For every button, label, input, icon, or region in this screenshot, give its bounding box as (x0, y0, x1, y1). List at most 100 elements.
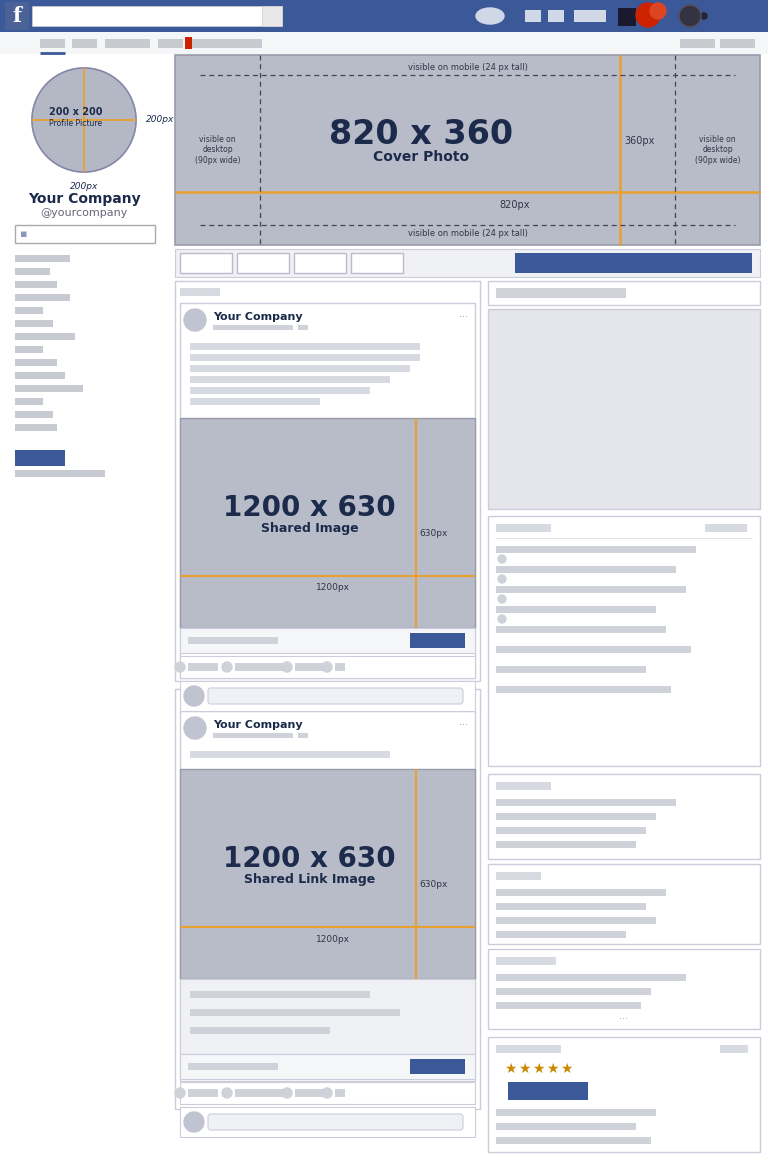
Bar (295, 1089, 323, 1097)
Bar (190, 354, 420, 361)
Text: Shared Image: Shared Image (261, 521, 359, 535)
Bar (410, 633, 465, 649)
Text: visible on mobile (24 px tall): visible on mobile (24 px tall) (408, 229, 528, 237)
Text: @yourcompany: @yourcompany (40, 208, 127, 218)
Bar (496, 524, 551, 532)
Bar (190, 376, 390, 383)
Bar (15, 424, 57, 431)
Bar (262, 6, 282, 25)
Circle shape (184, 309, 206, 331)
Bar (496, 813, 656, 820)
Bar (496, 975, 686, 981)
Bar (180, 253, 232, 273)
Bar (515, 253, 752, 273)
Bar (190, 398, 320, 405)
Bar (15, 398, 43, 405)
Bar (190, 991, 370, 998)
Bar (15, 360, 57, 366)
Bar (496, 627, 666, 633)
Bar (680, 39, 715, 49)
Bar (15, 470, 105, 477)
Bar (496, 586, 686, 593)
Bar (175, 55, 760, 245)
Bar (180, 1054, 475, 1079)
Bar (190, 751, 390, 758)
Bar (175, 281, 480, 681)
Circle shape (498, 555, 506, 563)
Text: ★: ★ (560, 1062, 572, 1076)
Bar (180, 1107, 475, 1138)
Bar (488, 1037, 760, 1153)
Text: 200px: 200px (70, 181, 98, 191)
Bar (15, 346, 43, 353)
Text: ···: ··· (620, 1014, 628, 1024)
Bar (720, 39, 755, 49)
Text: Your Company: Your Company (28, 192, 141, 206)
Bar (32, 6, 282, 25)
Bar (496, 1002, 641, 1009)
Bar (496, 1045, 561, 1053)
Bar (496, 827, 646, 833)
Bar (496, 872, 541, 880)
Bar (158, 39, 183, 49)
Bar (488, 516, 760, 766)
Bar (15, 268, 50, 275)
Circle shape (175, 1088, 185, 1098)
Text: 1200 x 630: 1200 x 630 (223, 495, 396, 523)
Bar (235, 664, 283, 670)
Circle shape (679, 5, 701, 27)
Text: 820 x 360: 820 x 360 (329, 118, 513, 151)
Bar (188, 664, 218, 670)
Text: visible on
desktop
(90px wide): visible on desktop (90px wide) (695, 135, 740, 165)
Bar (192, 39, 262, 49)
Circle shape (184, 1112, 204, 1132)
Circle shape (322, 662, 332, 672)
Bar (496, 288, 626, 298)
Bar (180, 303, 475, 679)
Bar (40, 39, 65, 49)
Bar (175, 281, 480, 305)
Bar (496, 988, 651, 995)
Text: 360px: 360px (624, 135, 655, 146)
Circle shape (184, 686, 204, 706)
Bar (496, 546, 696, 553)
Bar (496, 842, 636, 849)
Bar (188, 1064, 278, 1070)
Text: Your Company: Your Company (213, 312, 303, 323)
Bar (705, 524, 747, 532)
Bar (213, 733, 293, 738)
Bar (15, 281, 57, 288)
Bar (185, 37, 192, 49)
Bar (574, 10, 606, 22)
Circle shape (222, 1088, 232, 1098)
Bar (496, 917, 656, 924)
Bar (488, 775, 760, 859)
Circle shape (222, 662, 232, 672)
Circle shape (184, 717, 206, 739)
Circle shape (650, 3, 666, 18)
Bar (496, 799, 676, 806)
Circle shape (282, 662, 292, 672)
Bar (0, 0, 768, 32)
Bar (496, 606, 656, 613)
Text: ★: ★ (532, 1062, 545, 1076)
Bar (294, 253, 346, 273)
Bar (488, 864, 760, 944)
Bar (190, 1027, 330, 1033)
Bar (180, 711, 475, 1081)
Bar (496, 566, 676, 573)
Text: 630px: 630px (419, 880, 448, 889)
Bar (0, 32, 768, 54)
Text: 630px: 630px (419, 529, 448, 538)
Text: Profile Picture: Profile Picture (49, 119, 103, 128)
Bar (15, 294, 70, 301)
Bar (488, 309, 760, 509)
Bar (180, 655, 475, 679)
Bar (496, 957, 556, 965)
Text: ★: ★ (546, 1062, 558, 1076)
Bar (15, 307, 43, 314)
Bar (548, 10, 564, 22)
Bar (180, 288, 220, 296)
Bar (720, 1045, 748, 1053)
Text: ···: ··· (458, 720, 468, 729)
